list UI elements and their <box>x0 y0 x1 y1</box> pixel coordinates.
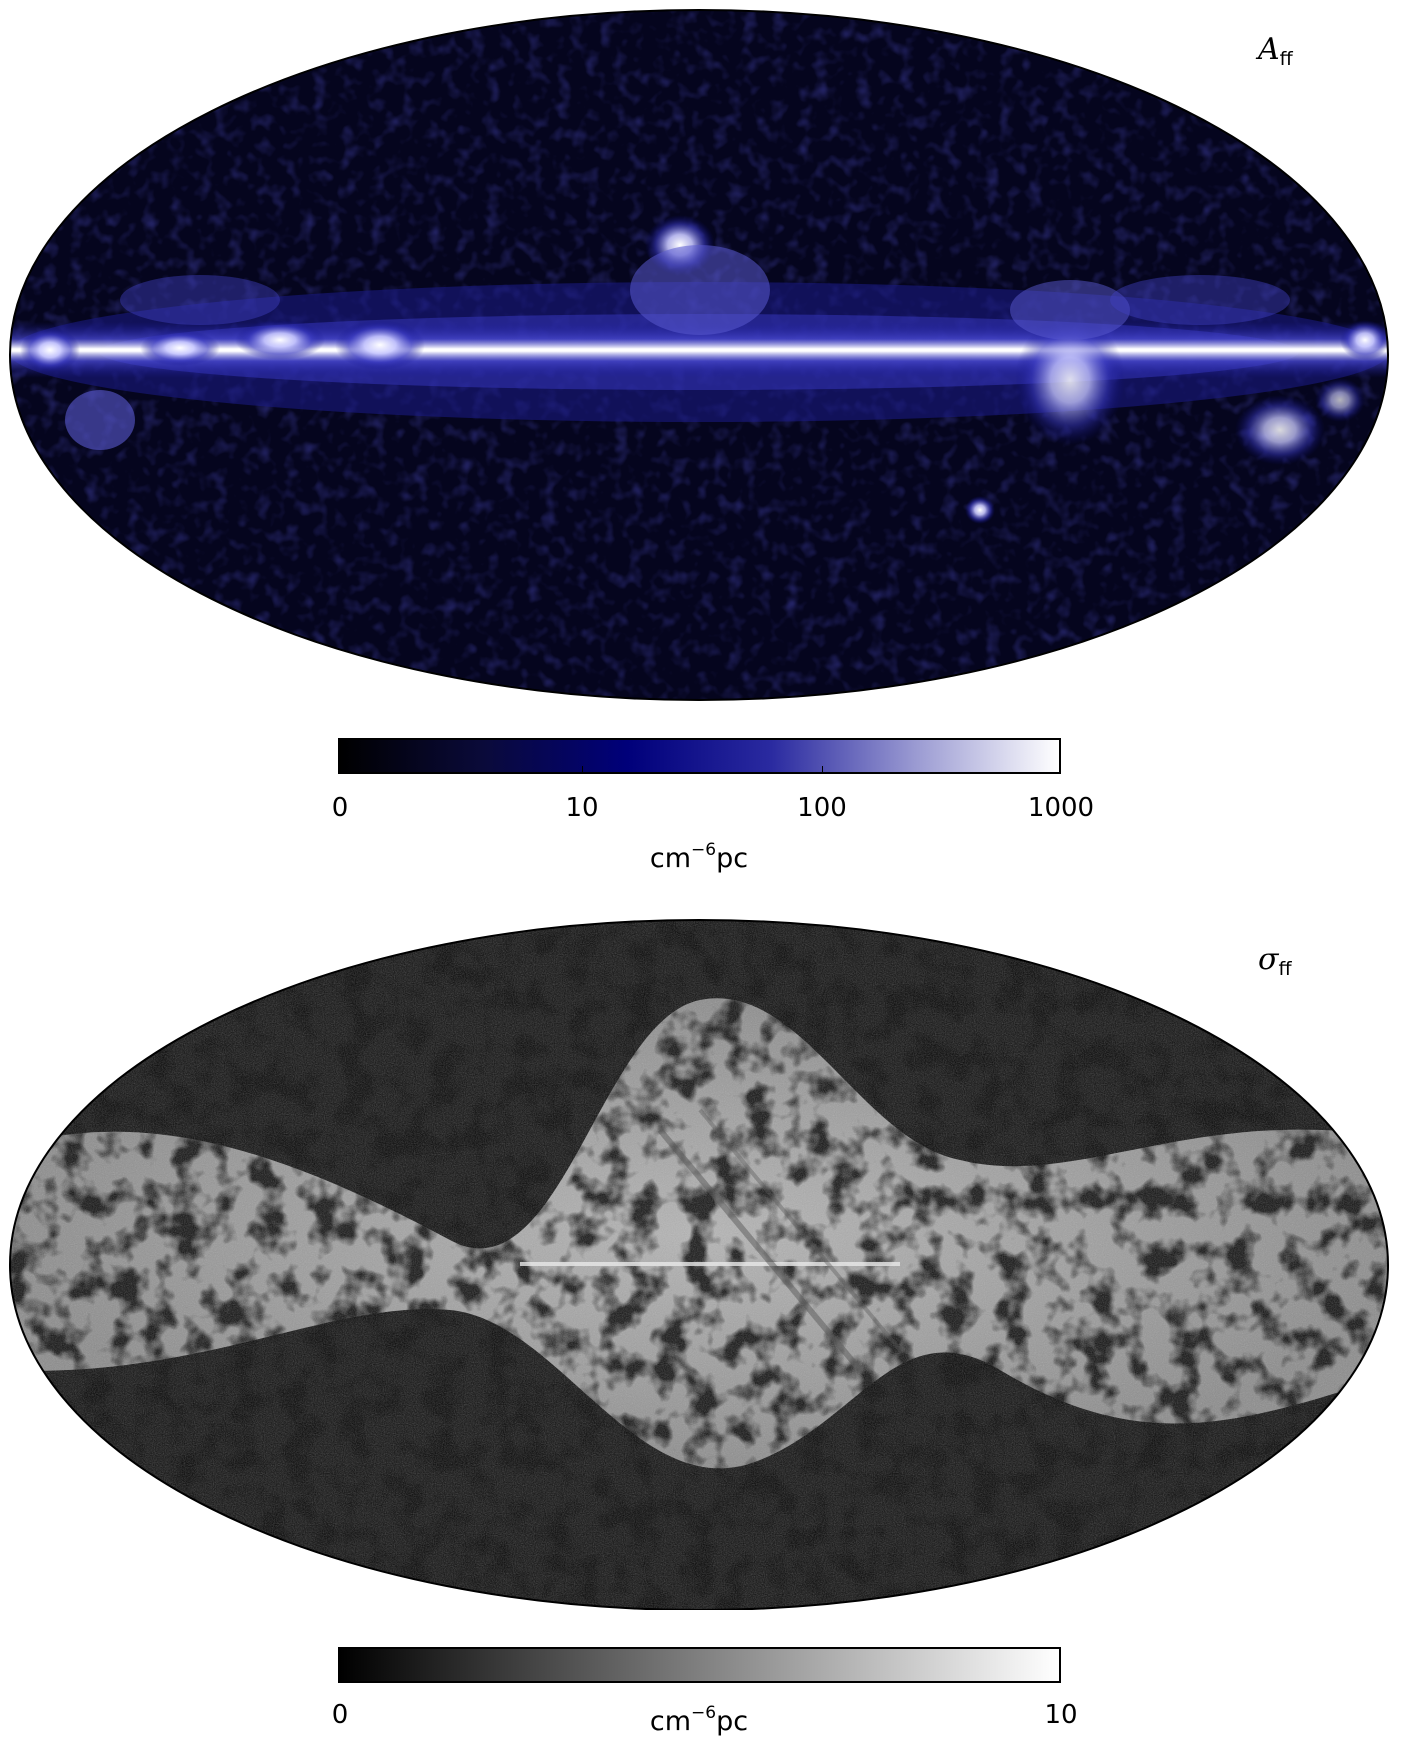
colorbar-tick-label: 100 <box>797 793 847 823</box>
map-title-aff: Aff <box>1258 32 1293 70</box>
colorbar-tick-label: 1000 <box>1027 793 1095 823</box>
sky-map-aff <box>10 10 1388 700</box>
mollweide-map-sigma <box>9 919 1389 1610</box>
map-title-sigma: σff <box>1258 942 1292 980</box>
label-symbol: σ <box>1258 942 1279 977</box>
panel-uncertainty: σff 0 10 cm−6pc <box>0 900 1410 1751</box>
mollweide-map-aff <box>9 9 1389 701</box>
galactic-plane <box>520 1262 900 1266</box>
map-outline <box>9 919 1389 1610</box>
colorbar-unit-label: cm−6pc <box>649 840 749 874</box>
colorbar-sigma <box>338 1647 1061 1683</box>
map-outline <box>9 9 1389 701</box>
colorbar-unit-label: cm−6pc <box>649 1703 749 1737</box>
colorbar-tick-label: 10 <box>565 793 599 823</box>
label-subscript: ff <box>1278 958 1292 980</box>
label-subscript: ff <box>1279 48 1293 70</box>
sky-map-sigma <box>10 920 1388 1610</box>
label-symbol: A <box>1258 32 1280 67</box>
colorbar-tick <box>822 766 823 774</box>
colorbar-tick-label: 10 <box>1044 1700 1078 1730</box>
colorbar-tick-label: 0 <box>331 1700 349 1730</box>
panel-emission-measure: Aff 0 10 100 1000 cm−6pc <box>9 9 1389 874</box>
colorbar-tick <box>582 766 583 774</box>
colorbar-aff <box>338 738 1061 774</box>
colorbar-tick-label: 0 <box>331 793 349 823</box>
